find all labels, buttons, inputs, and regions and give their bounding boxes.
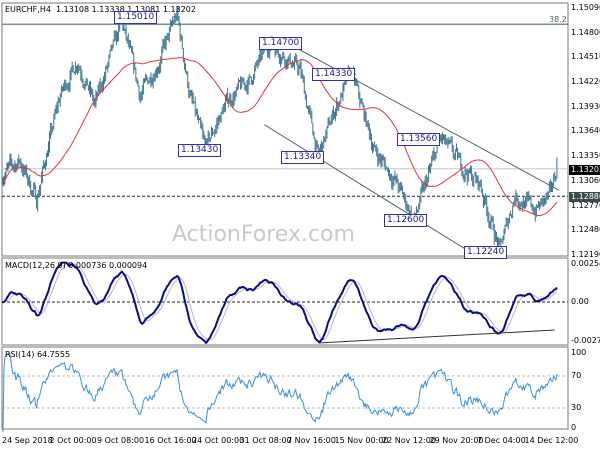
time-axis-label: 16 Oct 16:00 [144, 436, 197, 445]
channel-trendline [264, 124, 470, 253]
rsi-line [2, 352, 558, 433]
swing-label: 1.14700 [259, 37, 303, 50]
time-axis-label: 24 Oct 00:00 [192, 436, 245, 445]
rsi-panel-frame [1, 346, 569, 430]
time-axis-label: 15 Nov 00:00 [334, 436, 389, 445]
price-axis-label: 1.13350 [571, 151, 600, 161]
time-axis-label: 14 Dec 12:00 [524, 436, 579, 445]
symbol-label: EURCHF,H4 [5, 5, 51, 14]
price-axis-label: 1.12190 [571, 249, 600, 259]
macd-axis-label: 0.00 [571, 297, 589, 306]
price-axis-label: 1.12480 [571, 225, 600, 235]
macd-axis-label: 0.00254 [571, 259, 600, 268]
current-price-tag: 1.13202 [569, 165, 600, 175]
macd-signal-line [2, 262, 558, 341]
moving-average-line [1, 57, 558, 217]
time-axis-label: 24 Sep 2018 [2, 436, 53, 445]
price-axis-label: 1.13640 [571, 126, 600, 136]
rsi-axis-label: 70 [571, 371, 582, 380]
price-axis-label: 1.15090 [571, 3, 600, 12]
swing-label: 1.15010 [114, 11, 158, 24]
swing-label: 1.13560 [397, 133, 441, 146]
time-axis-label: 9 Oct 08:00 [97, 436, 145, 445]
chart-header: EURCHF,H4 1.13108 1.13338 1.13081 1.1320… [5, 5, 196, 14]
support-price-tag: 1.12880 [569, 192, 600, 202]
macd-axis-label: -0.002742 [571, 336, 600, 345]
time-axis-label: 22 Nov 12:00 [382, 436, 436, 445]
rsi-axis-label: 0 [571, 423, 577, 432]
swing-label: 1.13340 [281, 151, 325, 164]
fib-level-label: 38.2 [549, 15, 567, 24]
price-axis-label: 1.12770 [571, 200, 600, 210]
time-axis-label: 7 Dec 04:00 [477, 436, 526, 445]
macd-trendline [318, 329, 555, 344]
price-axis-label: 1.14220 [571, 77, 600, 87]
price-axis-label: 1.14800 [571, 27, 600, 37]
time-axis-label: 7 Nov 16:00 [287, 436, 336, 445]
price-axis-label: 1.14510 [571, 52, 600, 62]
swing-label: 1.12240 [464, 246, 508, 259]
swing-label: 1.12600 [384, 214, 428, 227]
macd-main-line [1, 261, 558, 345]
rsi-title: RSI(14) 64.7555 [5, 350, 71, 359]
swing-label: 1.14330 [312, 68, 356, 81]
price-axis-label: 1.13930 [571, 101, 600, 111]
rsi-axis-label: 100 [571, 348, 587, 357]
time-axis-label: 29 Nov 20:00 [429, 436, 484, 445]
main-panel-frame [1, 2, 569, 257]
rsi-axis-label: 30 [571, 403, 582, 412]
ohlc-readout: 1.13108 1.13338 1.13081 1.13202 [56, 5, 196, 14]
swing-label: 1.13430 [178, 144, 222, 157]
watermark: ActionForex.com [172, 222, 355, 247]
price-axis-label: 1.13060 [571, 175, 600, 185]
time-axis-label: 31 Oct 08:00 [239, 436, 292, 445]
time-axis-label: 2 Oct 00:00 [49, 436, 97, 445]
macd-title: MACD(12,26,9) 0.000736 0.000094 [5, 261, 148, 270]
